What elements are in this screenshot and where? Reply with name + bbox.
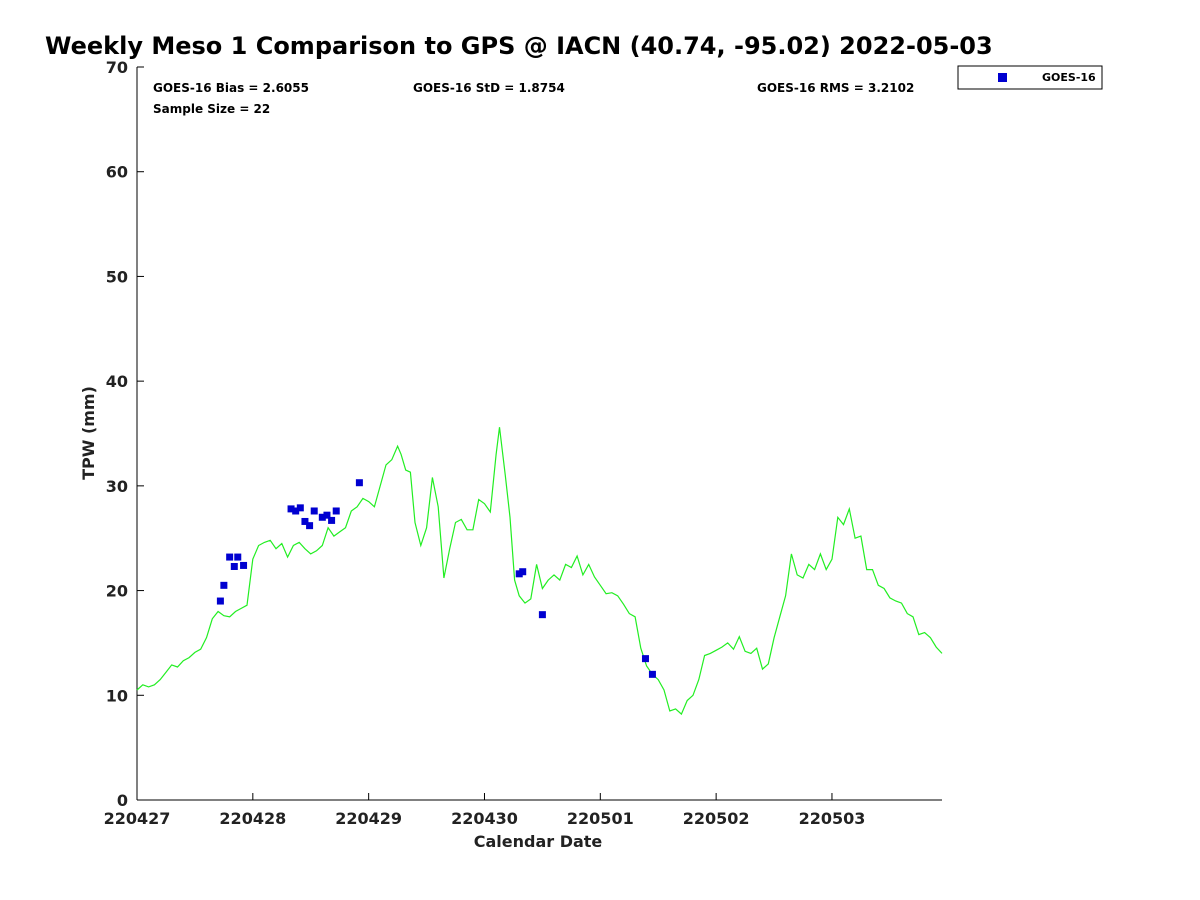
goes16-point	[519, 568, 527, 576]
x-tick-label: 220501	[567, 809, 634, 828]
gps-line	[136, 427, 943, 716]
goes16-point	[538, 611, 546, 619]
goes16-point	[328, 516, 336, 524]
x-tick-label: 220430	[451, 809, 518, 828]
goes16-point	[226, 553, 234, 561]
goes16-point	[296, 504, 304, 512]
std-stat: GOES-16 StD = 1.8754	[413, 81, 565, 95]
x-tick-label: 220427	[104, 809, 171, 828]
y-tick-label: 50	[106, 267, 128, 286]
goes16-point	[234, 553, 242, 561]
rms-stat: GOES-16 RMS = 3.2102	[757, 81, 914, 95]
y-tick-label: 70	[106, 58, 128, 77]
y-tick-label: 60	[106, 163, 128, 182]
goes16-point	[641, 655, 649, 663]
goes16-point	[230, 562, 238, 570]
y-tick-label: 30	[106, 477, 128, 496]
y-ticks: 0 10 20 30 40 50 60 70	[106, 58, 144, 810]
sample-size-stat: Sample Size = 22	[153, 102, 270, 116]
legend-label-goes16: GOES-16	[1042, 71, 1096, 84]
plot-frame	[136, 67, 942, 801]
chart-title: Weekly Meso 1 Comparison to GPS @ IACN (…	[45, 32, 993, 60]
goes16-series	[216, 479, 656, 678]
goes16-point	[648, 670, 656, 678]
y-tick-label: 10	[106, 686, 128, 705]
goes16-point	[301, 517, 309, 525]
goes16-point	[355, 479, 363, 487]
x-axis-label: Calendar Date	[474, 832, 603, 851]
y-axis-label: TPW (mm)	[79, 386, 98, 480]
goes16-point	[323, 511, 331, 519]
goes16-point	[287, 505, 295, 513]
goes16-point	[240, 561, 248, 569]
goes16-point	[292, 507, 300, 515]
goes16-point	[220, 581, 228, 589]
goes16-point	[310, 507, 318, 515]
y-tick-label: 20	[106, 582, 128, 601]
y-tick-label: 40	[106, 372, 128, 391]
y-tick-label: 0	[117, 791, 128, 810]
goes16-point	[306, 522, 314, 530]
goes16-point	[332, 507, 340, 515]
x-tick-label: 220429	[335, 809, 402, 828]
x-ticks: 220427 220428 220429 220430 220501 220502 2205…	[104, 793, 866, 828]
goes16-point	[216, 597, 224, 605]
goes16-point	[318, 513, 326, 521]
gps-series	[136, 427, 943, 716]
x-tick-label: 220502	[683, 809, 750, 828]
bias-stat: GOES-16 Bias = 2.6055	[153, 81, 309, 95]
legend-marker-goes16	[998, 73, 1007, 82]
legend: GOES-16	[957, 65, 1103, 90]
legend-box	[957, 65, 1103, 90]
x-tick-label: 220428	[219, 809, 286, 828]
x-tick-label: 220503	[799, 809, 866, 828]
